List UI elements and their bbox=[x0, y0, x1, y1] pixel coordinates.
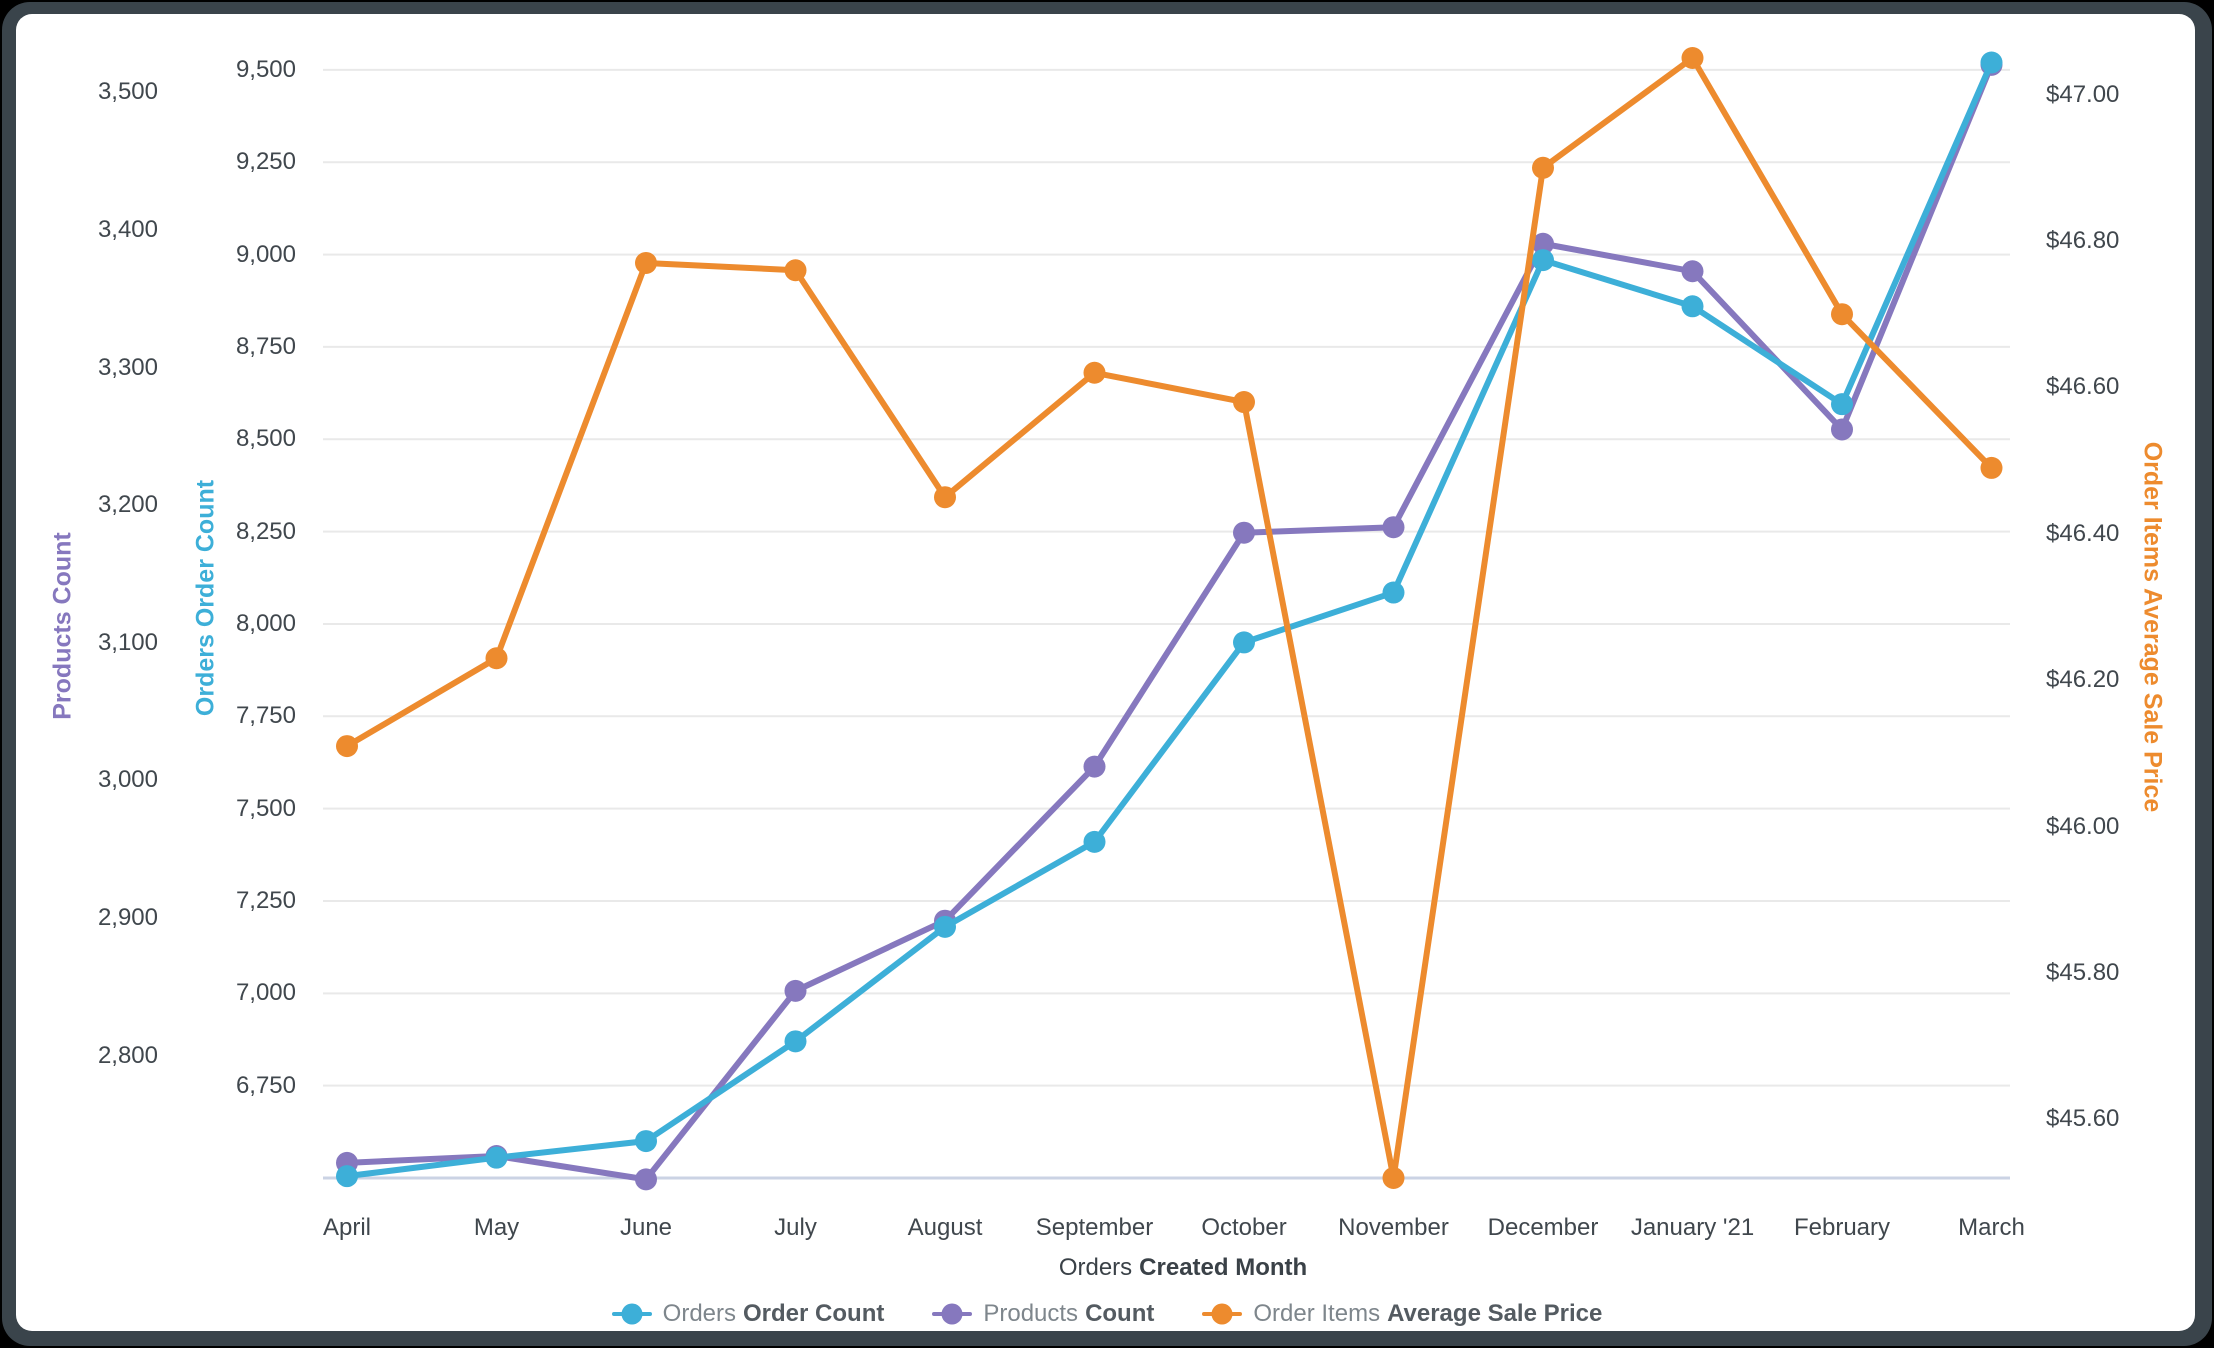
y-axis-title-orders: Orders Order Count bbox=[191, 479, 220, 717]
y-tick-orders: 9,250 bbox=[235, 148, 296, 176]
series-point-orders-February[interactable] bbox=[1831, 393, 1853, 416]
x-tick-month: February bbox=[1793, 1214, 1891, 1241]
series-point-products-February[interactable] bbox=[1831, 418, 1853, 441]
x-axis-title: Orders Created Month bbox=[1059, 1254, 1307, 1282]
legend: Orders Order Count Products Count Order Item… bbox=[0, 1300, 2214, 1328]
y-tick-price: $46.00 bbox=[2046, 812, 2120, 840]
y-axis-title-price: Order Items Average Sale Price bbox=[2138, 441, 2167, 813]
y-tick-orders: 7,500 bbox=[235, 794, 296, 822]
legend-item-products[interactable]: Products Count bbox=[932, 1300, 1154, 1328]
x-tick-month: March bbox=[1958, 1214, 2025, 1241]
x-tick-month: August bbox=[907, 1214, 983, 1241]
series-point-orders-September[interactable] bbox=[1083, 830, 1106, 853]
series-line-products bbox=[344, 61, 1995, 1183]
x-tick-month: November bbox=[1338, 1214, 1449, 1241]
y-tick-orders: 8,500 bbox=[235, 425, 296, 453]
y-tick-price: $45.80 bbox=[2046, 959, 2120, 987]
x-tick-month: April bbox=[322, 1214, 372, 1241]
y-tick-orders: 7,750 bbox=[235, 702, 296, 730]
legend-label-prefix: Order Items bbox=[1253, 1300, 1381, 1327]
series-point-products-June[interactable] bbox=[635, 1168, 657, 1191]
x-tick-month: May bbox=[473, 1214, 520, 1241]
legend-marker-products-icon bbox=[932, 1303, 973, 1325]
series-point-orders-April[interactable] bbox=[336, 1165, 358, 1188]
series-point-orders-June[interactable] bbox=[635, 1130, 657, 1153]
series-point-orders-November[interactable] bbox=[1382, 581, 1405, 604]
x-tick-month: July bbox=[774, 1214, 817, 1241]
y-tick-products: 3,200 bbox=[97, 491, 158, 519]
legend-item-orders[interactable]: Orders Order Count bbox=[611, 1300, 885, 1328]
y-tick-price: $46.20 bbox=[2046, 666, 2120, 694]
y-tick-orders: 8,750 bbox=[235, 332, 296, 360]
y-tick-products: 3,400 bbox=[97, 215, 158, 243]
series-point-orders-January '21[interactable] bbox=[1681, 295, 1704, 318]
y-tick-price: $47.00 bbox=[2046, 80, 2120, 108]
series-point-price-April[interactable] bbox=[336, 735, 358, 758]
legend-item-price[interactable]: Order Items Average Sale Price bbox=[1202, 1300, 1602, 1328]
series-line-price bbox=[344, 54, 1995, 1181]
series-line-orders bbox=[344, 59, 1995, 1180]
y-tick-products: 2,900 bbox=[97, 903, 158, 931]
legend-label-prefix: Orders bbox=[662, 1300, 737, 1327]
y-tick-orders: 8,000 bbox=[235, 609, 296, 637]
series-point-price-August[interactable] bbox=[934, 486, 956, 509]
series-point-orders-December[interactable] bbox=[1532, 249, 1554, 272]
legend-marker-price-icon bbox=[1202, 1303, 1243, 1325]
legend-label-measure: Count bbox=[1085, 1300, 1155, 1327]
x-tick-month: December bbox=[1487, 1214, 1599, 1241]
y-tick-orders: 7,250 bbox=[235, 886, 296, 914]
y-tick-orders: 7,000 bbox=[235, 979, 296, 1007]
x-tick-month: October bbox=[1201, 1214, 1287, 1241]
series-point-price-February[interactable] bbox=[1831, 303, 1853, 326]
y-tick-price: $45.60 bbox=[2046, 1105, 2120, 1133]
y-tick-price: $46.80 bbox=[2046, 226, 2120, 254]
series-point-price-September[interactable] bbox=[1083, 361, 1106, 384]
y-tick-price: $46.40 bbox=[2046, 519, 2120, 547]
y-tick-products: 3,300 bbox=[97, 353, 158, 381]
series-point-price-November[interactable] bbox=[1382, 1167, 1405, 1189]
y-tick-orders: 6,750 bbox=[235, 1071, 296, 1099]
y-tick-products: 3,100 bbox=[97, 628, 158, 656]
series-point-orders-May[interactable] bbox=[485, 1146, 508, 1169]
series-point-products-October[interactable] bbox=[1233, 521, 1255, 544]
series-point-price-May[interactable] bbox=[485, 647, 508, 670]
series-point-products-January '21[interactable] bbox=[1681, 260, 1704, 283]
x-tick-month: June bbox=[619, 1214, 673, 1241]
series-point-price-March[interactable] bbox=[1980, 456, 2003, 479]
y-tick-products: 3,000 bbox=[97, 766, 158, 794]
series-point-price-July[interactable] bbox=[784, 259, 807, 282]
series-point-price-January '21[interactable] bbox=[1681, 46, 1704, 69]
y-tick-products: 2,800 bbox=[97, 1041, 158, 1069]
series-point-products-December[interactable] bbox=[1532, 232, 1554, 255]
series-point-orders-July[interactable] bbox=[784, 1030, 807, 1053]
y-tick-products: 3,500 bbox=[97, 78, 158, 106]
legend-label-measure: Order Count bbox=[743, 1300, 885, 1327]
series-point-products-July[interactable] bbox=[784, 979, 807, 1002]
x-tick-month: January '21 bbox=[1630, 1214, 1755, 1241]
series-point-orders-August[interactable] bbox=[934, 915, 956, 938]
legend-marker-orders-icon bbox=[611, 1303, 652, 1325]
x-axis-title-bold: Created Month bbox=[1139, 1254, 1308, 1281]
x-tick-month: September bbox=[1035, 1214, 1154, 1241]
x-axis-title-prefix: Orders bbox=[1058, 1254, 1133, 1281]
series-point-orders-March[interactable] bbox=[1980, 51, 2003, 74]
series-point-products-September[interactable] bbox=[1083, 755, 1106, 778]
series-point-price-December[interactable] bbox=[1532, 156, 1554, 179]
series-point-price-October[interactable] bbox=[1233, 391, 1255, 414]
y-tick-price: $46.60 bbox=[2046, 373, 2120, 401]
y-tick-orders: 8,250 bbox=[235, 517, 296, 545]
series-point-orders-October[interactable] bbox=[1233, 631, 1255, 654]
y-tick-orders: 9,500 bbox=[235, 55, 296, 83]
y-tick-orders: 9,000 bbox=[235, 240, 296, 268]
legend-label-prefix: Products bbox=[983, 1300, 1079, 1327]
series-point-products-November[interactable] bbox=[1382, 516, 1405, 539]
series-point-price-June[interactable] bbox=[635, 251, 657, 274]
chart-card bbox=[16, 14, 2195, 1331]
y-axis-title-products: Products Count bbox=[48, 532, 77, 720]
legend-label-measure: Average Sale Price bbox=[1387, 1300, 1603, 1327]
